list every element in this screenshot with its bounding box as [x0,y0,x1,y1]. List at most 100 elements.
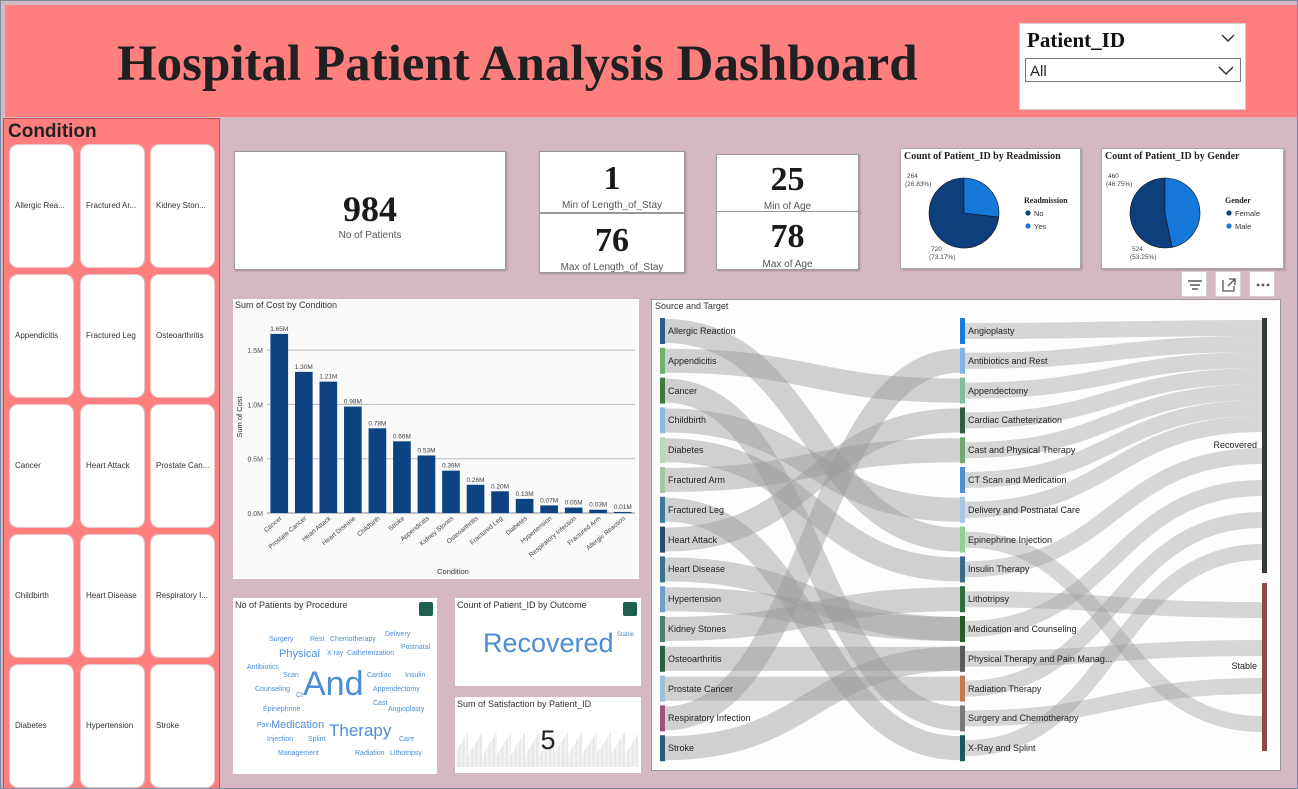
condition-button[interactable]: Hypertension [80,664,145,788]
sankey-source-node[interactable] [660,437,665,464]
pie-slice[interactable] [963,177,1000,218]
condition-button[interactable]: Diabetes [9,664,74,788]
bar[interactable] [442,470,460,513]
sankey-link[interactable] [964,678,1263,727]
sankey-source-node[interactable] [660,616,665,642]
condition-button[interactable]: Heart Disease [80,534,145,658]
sankey-source-node[interactable] [660,526,665,553]
filter-icon[interactable] [1181,271,1207,297]
sankey-source-node[interactable] [660,705,665,732]
sankey-source-node[interactable] [660,496,665,523]
sankey-link[interactable] [964,591,1263,618]
condition-button[interactable]: Cancer [9,404,74,528]
sankey-source-node[interactable] [660,407,665,434]
sankey-outcome-node[interactable] [1262,318,1267,573]
sankey-link[interactable] [664,319,961,552]
bar[interactable] [540,505,558,513]
bar[interactable] [564,507,583,513]
sankey-link[interactable] [664,557,961,641]
bar[interactable] [319,381,338,513]
bar[interactable] [466,484,485,513]
sankey-link[interactable] [664,438,961,492]
wordcloud-word[interactable]: Radiation [355,750,385,757]
sankey-link[interactable] [964,384,1263,459]
wordcloud-word[interactable]: Care [399,736,415,743]
bar[interactable] [344,406,362,513]
sankey-outcome-node[interactable] [1262,583,1267,751]
wordcloud-word[interactable]: And [303,665,364,703]
bar[interactable] [417,455,436,513]
sankey-source-node[interactable] [660,735,665,762]
condition-button[interactable]: Appendicitis [9,274,74,398]
wordcloud-word[interactable]: Counseling [255,686,291,693]
wordcloud-word[interactable]: Antibiotics [247,664,279,671]
wordcloud-word[interactable]: Epinephrine [263,706,301,713]
condition-button[interactable]: Heart Attack [80,404,145,528]
wordcloud-word[interactable]: Splint [308,736,326,743]
wordcloud-word[interactable]: Angioplasty [388,706,425,713]
condition-button[interactable]: Stroke [150,664,215,788]
sankey-source-node[interactable] [660,377,665,404]
wordcloud-word[interactable]: Physical [279,648,320,660]
sankey-procedure-node[interactable] [960,675,965,702]
condition-button[interactable]: Prostate Can... [150,404,215,528]
wordcloud-word[interactable]: Lithotripsy [390,750,422,757]
bar[interactable] [294,371,313,513]
sankey-procedure-node[interactable] [960,318,965,344]
sankey-link[interactable] [664,348,961,731]
wordcloud-word[interactable]: Chemotherapy [330,636,376,643]
bar[interactable] [589,509,608,513]
bar[interactable] [393,441,411,513]
sankey-source-node[interactable] [660,645,665,672]
wordcloud-word[interactable]: Delivery [385,631,411,638]
sankey-link[interactable] [964,352,1263,399]
wordcloud-word[interactable]: Injection [267,736,294,743]
sankey-link[interactable] [664,348,961,403]
wordcloud-word[interactable]: Cast [373,700,388,707]
condition-button[interactable]: Fractured Leg [80,274,145,398]
sankey-link[interactable] [664,378,961,731]
wordcloud-word[interactable]: Ct [296,692,303,699]
sankey-link[interactable] [964,512,1263,697]
sankey-source-node[interactable] [660,556,665,583]
sankey-source-node[interactable] [660,467,665,493]
condition-button[interactable]: Fractured Ar... [80,144,145,268]
sankey-procedure-node[interactable] [960,556,965,583]
wordcloud-word[interactable]: Pain [257,722,272,729]
wordcloud-word[interactable]: Insulin [405,672,426,679]
pie-slice[interactable] [1164,177,1201,248]
sankey-procedure-node[interactable] [960,526,965,553]
slicer-dropdown[interactable]: All [1025,58,1241,82]
sankey-link[interactable] [664,408,961,522]
wordcloud-word[interactable]: Cardiac [367,672,392,679]
sankey-procedure-node[interactable] [960,496,965,523]
wordcloud-word[interactable]: Appendectomy [373,686,420,693]
sankey-link[interactable] [664,587,961,641]
sankey-source-node[interactable] [660,586,665,613]
pie-slice[interactable] [1129,177,1173,249]
wordcloud-word[interactable]: Scan [283,672,299,679]
bar[interactable] [613,511,632,513]
sankey-procedure-node[interactable] [960,735,965,762]
sankey-procedure-node[interactable] [960,645,965,672]
wordcloud-word[interactable]: X ray [327,650,344,657]
sankey-procedure-node[interactable] [960,616,965,642]
wordcloud-word[interactable]: Postnatal [401,644,431,651]
wordcloud-word[interactable]: Catheterization [347,650,395,657]
condition-button[interactable]: Allergic Rea... [9,144,74,268]
sankey-procedure-node[interactable] [960,467,965,493]
sankey-link[interactable] [964,448,1263,578]
wordcloud-word[interactable]: Surgery [269,636,294,643]
condition-button[interactable]: Kidney Ston... [150,144,215,268]
sankey-link[interactable] [664,438,961,582]
sankey-procedure-node[interactable] [960,347,965,374]
bar[interactable] [515,498,534,513]
sankey-link[interactable] [964,640,1263,667]
more-options-icon[interactable] [1249,271,1275,297]
wordcloud-word[interactable]: Therapy [329,721,392,740]
sankey-link[interactable] [964,480,1263,637]
bar[interactable] [270,333,289,513]
sankey-source-node[interactable] [660,675,665,702]
sankey-link[interactable] [664,587,961,641]
condition-button[interactable]: Osteoarthritis [150,274,215,398]
